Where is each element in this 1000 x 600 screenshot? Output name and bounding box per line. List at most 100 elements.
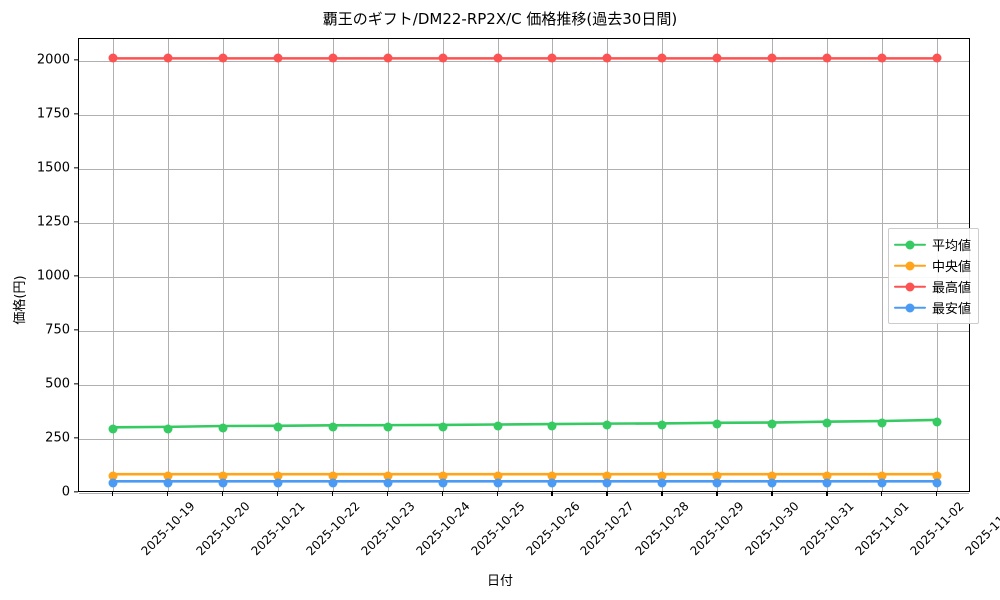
data-point-marker bbox=[108, 471, 118, 481]
gridline-vertical bbox=[772, 39, 774, 491]
legend-item-0[interactable]: 平均値 bbox=[894, 234, 971, 255]
data-point-marker bbox=[163, 424, 173, 434]
legend-label: 最高値 bbox=[932, 281, 972, 296]
data-point-marker bbox=[822, 53, 832, 63]
legend-item-3[interactable]: 最安値 bbox=[894, 297, 971, 318]
y-axis-tick-label: 1000 bbox=[36, 268, 70, 284]
gridline-horizontal bbox=[79, 222, 969, 224]
gridline-vertical bbox=[442, 39, 444, 491]
gridline-horizontal bbox=[79, 384, 969, 386]
series-lines bbox=[111, 57, 937, 483]
y-axis-tick-label: 500 bbox=[45, 376, 70, 392]
data-point-marker bbox=[547, 471, 557, 481]
data-point-marker bbox=[712, 478, 722, 488]
series-line-0 bbox=[111, 418, 937, 429]
legend-item-2[interactable]: 最高値 bbox=[894, 276, 971, 297]
y-axis-tick-label: 1250 bbox=[36, 214, 70, 230]
data-point-marker bbox=[163, 53, 173, 63]
data-point-marker bbox=[328, 422, 338, 432]
x-axis-tick-label: 2025-10-29 bbox=[687, 499, 748, 559]
data-point-marker bbox=[767, 471, 777, 481]
y-axis-tick-mark bbox=[74, 437, 78, 439]
x-axis-tick-mark bbox=[771, 492, 773, 496]
data-point-marker bbox=[547, 478, 557, 488]
x-axis-tick-label: 2025-11-01 bbox=[852, 499, 912, 559]
data-point-marker bbox=[438, 53, 448, 63]
y-axis-tick-label: 750 bbox=[45, 322, 70, 338]
data-point-marker bbox=[932, 417, 942, 427]
data-point-marker bbox=[822, 418, 832, 428]
x-axis-tick-mark bbox=[936, 492, 938, 496]
data-point-marker bbox=[493, 478, 503, 488]
plot-area bbox=[78, 38, 970, 494]
data-point-marker bbox=[657, 420, 667, 430]
x-axis-tick-mark bbox=[551, 492, 553, 496]
gridline-vertical bbox=[717, 39, 719, 491]
x-axis-tick-mark bbox=[606, 492, 608, 496]
data-point-marker bbox=[493, 471, 503, 481]
legend-swatch-icon bbox=[894, 280, 926, 294]
data-point-marker bbox=[328, 53, 338, 63]
gridline-horizontal bbox=[79, 330, 969, 332]
data-point-marker bbox=[877, 53, 887, 63]
x-axis-tick-mark bbox=[496, 492, 498, 496]
y-axis-tick-label: 250 bbox=[45, 430, 70, 446]
data-point-marker bbox=[273, 53, 283, 63]
data-point-marker bbox=[822, 478, 832, 488]
data-point-marker bbox=[383, 422, 393, 432]
gridline-vertical bbox=[222, 39, 224, 491]
gridline-vertical bbox=[497, 39, 499, 491]
y-axis-tick-mark bbox=[74, 167, 78, 169]
data-point-marker bbox=[712, 53, 722, 63]
x-axis-tick-label: 2025-10-23 bbox=[358, 499, 418, 559]
gridline-vertical bbox=[112, 39, 114, 491]
gridline-horizontal bbox=[79, 276, 969, 278]
data-point-marker bbox=[602, 420, 612, 430]
y-axis-tick-mark bbox=[74, 329, 78, 331]
gridline-horizontal bbox=[79, 60, 969, 62]
data-point-marker bbox=[602, 53, 612, 63]
x-axis-tick-label: 2025-10-21 bbox=[248, 499, 308, 559]
data-point-marker bbox=[712, 419, 722, 429]
gridline-horizontal bbox=[79, 493, 969, 494]
data-point-marker bbox=[657, 53, 667, 63]
gridline-vertical bbox=[277, 39, 279, 491]
chart-title: 覇王のギフト/DM22-RP2X/C 価格推移(過去30日間) bbox=[322, 10, 678, 28]
data-point-marker bbox=[877, 471, 887, 481]
y-axis-tick-mark bbox=[74, 221, 78, 223]
x-axis-tick-label: 2025-10-26 bbox=[522, 499, 583, 559]
x-axis-tick-label: 2025-10-30 bbox=[742, 499, 802, 559]
x-axis-tick-label: 2025-10-19 bbox=[138, 499, 198, 559]
data-point-marker bbox=[602, 471, 612, 481]
data-point-marker bbox=[328, 471, 338, 481]
data-point-marker bbox=[218, 423, 228, 433]
data-point-marker bbox=[712, 471, 722, 481]
gridline-horizontal bbox=[79, 168, 969, 170]
data-point-marker bbox=[218, 53, 228, 63]
data-point-marker bbox=[547, 421, 557, 431]
y-axis-tick-mark bbox=[74, 275, 78, 277]
data-point-marker bbox=[108, 53, 118, 63]
x-axis-tick-label: 2025-10-22 bbox=[303, 499, 363, 559]
gridline-vertical bbox=[607, 39, 609, 491]
gridline-horizontal bbox=[79, 438, 969, 440]
data-point-marker bbox=[767, 419, 777, 429]
gridline-vertical bbox=[882, 39, 884, 491]
legend-label: 中央値 bbox=[932, 260, 972, 275]
data-point-marker bbox=[767, 478, 777, 488]
legend-item-1[interactable]: 中央値 bbox=[894, 255, 971, 276]
data-point-marker bbox=[767, 53, 777, 63]
legend-swatch-icon bbox=[894, 259, 926, 273]
y-axis-tick-mark bbox=[74, 58, 78, 61]
data-point-marker bbox=[493, 53, 503, 63]
data-point-marker bbox=[932, 53, 942, 63]
gridline-vertical bbox=[387, 39, 389, 491]
x-axis-tick-mark bbox=[661, 492, 663, 496]
x-axis-tick-mark bbox=[826, 492, 828, 496]
x-axis-tick-mark bbox=[441, 492, 443, 496]
x-axis-tick-label: 2025-11-03 bbox=[962, 499, 1000, 559]
x-axis-tick-label: 2025-10-25 bbox=[468, 499, 528, 559]
data-point-marker bbox=[822, 471, 832, 481]
data-point-marker bbox=[547, 53, 557, 63]
data-point-marker bbox=[273, 471, 283, 481]
